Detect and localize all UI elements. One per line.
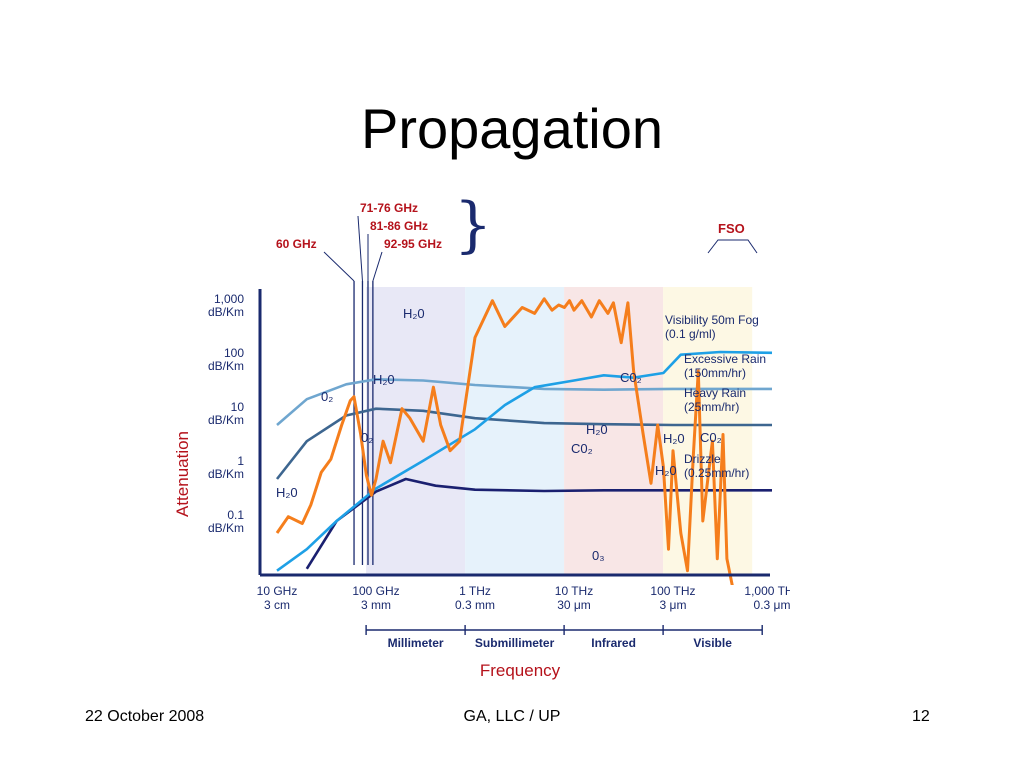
band-marker-leader xyxy=(357,215,363,282)
band-infrared xyxy=(564,287,664,575)
label-60ghz: 60 GHz xyxy=(276,237,317,251)
y-axis-title: Attenuation xyxy=(173,431,192,517)
band-submillimeter xyxy=(465,287,565,575)
x-tick-wavelength: 30 μm xyxy=(557,598,591,612)
series-label-detail: (25mm/hr) xyxy=(684,400,739,414)
band-marker-leader xyxy=(323,251,355,282)
x-tick-frequency: 100 GHz xyxy=(352,584,399,598)
y-tick-value: 10 xyxy=(231,400,245,414)
series-excessive-rain xyxy=(276,378,772,426)
y-tick-unit: dB/Km xyxy=(208,521,244,535)
molecule-label: C0₂ xyxy=(620,370,642,385)
band-label: Millimeter xyxy=(388,636,444,650)
footer-date: 22 October 2008 xyxy=(85,708,205,725)
molecule-label: H₂0 xyxy=(276,485,298,500)
molecule-label: H₂0 xyxy=(586,422,608,437)
y-tick-value: 1,000 xyxy=(214,292,244,306)
molecule-label: 0₂ xyxy=(361,430,373,445)
page-number: 12 xyxy=(912,708,930,725)
y-tick-unit: dB/Km xyxy=(208,413,244,427)
y-tick-unit: dB/Km xyxy=(208,467,244,481)
series-label-detail: (0.1 g/ml) xyxy=(665,327,716,341)
y-tick-value: 100 xyxy=(224,346,244,360)
label-92-95ghz: 92-95 GHz xyxy=(384,237,442,251)
molecule-label: C0₂ xyxy=(571,441,593,456)
x-tick-frequency: 10 GHz xyxy=(257,584,298,598)
molecule-label: C0₂ xyxy=(700,430,722,445)
x-tick-frequency: 10 THz xyxy=(555,584,593,598)
molecule-label: H₂0 xyxy=(655,463,677,478)
band-label: Visible xyxy=(693,636,732,650)
molecule-label: H₂0 xyxy=(373,372,395,387)
x-tick-frequency: 1,000 THz xyxy=(744,584,790,598)
molecule-label: 0₃ xyxy=(592,548,605,563)
y-tick-unit: dB/Km xyxy=(208,359,244,373)
brace-icon: } xyxy=(454,190,492,260)
band-visible xyxy=(663,287,753,575)
series-fog xyxy=(276,350,773,572)
y-tick-value: 0.1 xyxy=(227,508,244,522)
x-tick-frequency: 1 THz xyxy=(459,584,491,598)
molecule-label: H₂0 xyxy=(663,431,685,446)
propagation-chart: 1,000dB/Km100dB/Km10dB/Km1dB/Km0.1dB/Km … xyxy=(173,190,790,680)
label-fso: FSO xyxy=(718,221,745,236)
series-label: Drizzle xyxy=(684,452,721,466)
label-71-76ghz: 71-76 GHz xyxy=(360,201,418,215)
band-label: Infrared xyxy=(591,636,636,650)
series-heavy-rain xyxy=(275,407,772,480)
x-tick-wavelength: 3 mm xyxy=(361,598,391,612)
band-label: Submillimeter xyxy=(475,636,555,650)
series-atmospheric-gases xyxy=(275,297,734,585)
label-81-86ghz: 81-86 GHz xyxy=(370,219,428,233)
x-tick-wavelength: 3 cm xyxy=(264,598,290,612)
x-tick-wavelength: 0.3 μm xyxy=(754,598,790,612)
y-tick-unit: dB/Km xyxy=(208,305,244,319)
series-label: Excessive Rain xyxy=(684,352,766,366)
y-tick-value: 1 xyxy=(237,454,244,468)
x-tick-wavelength: 0.3 mm xyxy=(455,598,495,612)
x-tick-wavelength: 3 μm xyxy=(660,598,687,612)
fso-bracket xyxy=(707,239,758,254)
series-label-detail: (0.25mm/hr) xyxy=(684,466,749,480)
series-label: Visibility 50m Fog xyxy=(665,313,759,327)
series-label: Heavy Rain xyxy=(684,386,746,400)
slide-title: Propagation xyxy=(360,97,663,160)
molecule-label: H₂0 xyxy=(403,306,425,321)
footer-org: GA, LLC / UP xyxy=(463,708,561,725)
series-label-detail: (150mm/hr) xyxy=(684,366,746,380)
x-axis-title: Frequency xyxy=(480,661,561,680)
molecule-label: 0₂ xyxy=(321,389,333,404)
band-marker-leader xyxy=(372,251,383,282)
x-tick-frequency: 100 THz xyxy=(650,584,695,598)
